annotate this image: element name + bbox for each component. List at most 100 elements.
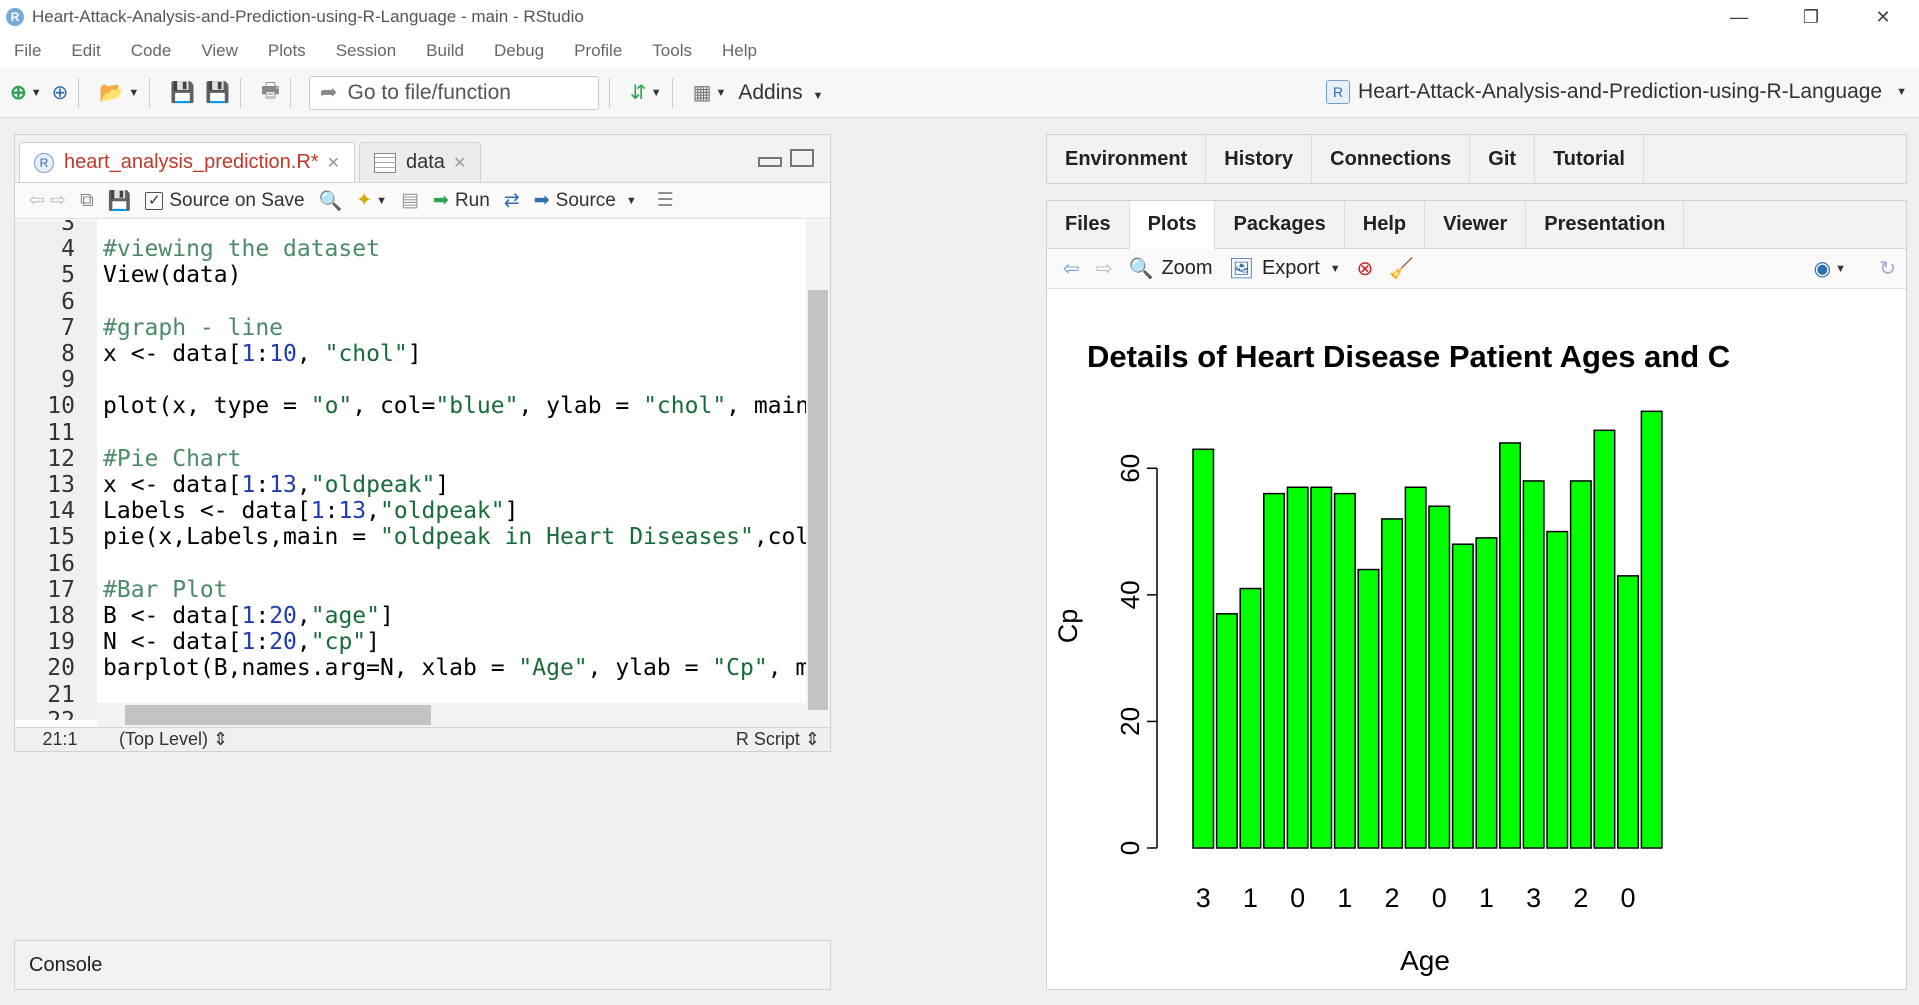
remove-plot-icon[interactable]: ⊗ xyxy=(1356,258,1374,280)
print-icon[interactable]: 🖶 xyxy=(261,79,280,102)
filetype-selector[interactable]: R Script ⇕ xyxy=(735,729,820,749)
menu-session[interactable]: Session xyxy=(335,41,397,60)
code-line[interactable]: #graph - line xyxy=(103,314,284,341)
back-icon[interactable]: ⇦ ⇨ xyxy=(29,190,67,211)
run-button[interactable]: ➡ Run xyxy=(433,189,490,212)
menu-file[interactable]: File xyxy=(14,41,42,60)
y-tick-label: 60 xyxy=(1115,454,1145,483)
code-line[interactable]: barplot(B,names.arg=N, xlab = "Age", yla… xyxy=(103,655,815,682)
line-number: 18 xyxy=(47,603,75,629)
next-plot-icon[interactable]: ⇨ xyxy=(1095,258,1113,280)
new-file-icon[interactable]: ⊕ ▼ xyxy=(10,82,42,104)
save-file-icon[interactable]: 💾 xyxy=(107,190,132,212)
code-line[interactable]: plot(x, type = "o", col="blue", ylab = "… xyxy=(103,393,810,420)
source-on-save-checkbox[interactable]: ✓ Source on Save xyxy=(145,190,305,212)
tab-history[interactable]: History xyxy=(1206,135,1313,183)
code-line[interactable]: Labels <- data[1:13,"oldpeak"] xyxy=(103,498,519,525)
bar xyxy=(1593,429,1616,849)
project-menu[interactable]: R Heart-Attack-Analysis-and-Prediction-u… xyxy=(1326,80,1907,104)
minimize-button[interactable]: — xyxy=(1730,7,1748,27)
line-number: 21 xyxy=(47,681,75,708)
export-button[interactable]: 🖼 Export ▼ xyxy=(1228,257,1341,280)
tab-presentation[interactable]: Presentation xyxy=(1526,200,1685,249)
code-line[interactable]: B <- data[1:20,"age"] xyxy=(103,603,394,629)
vertical-scrollbar[interactable] xyxy=(806,220,830,730)
addins-menu[interactable]: Addins ▼ xyxy=(738,80,824,104)
rerun-icon[interactable]: ⇄ xyxy=(503,190,520,211)
show-in-window-icon[interactable]: ⧉ xyxy=(80,189,94,211)
publish-icon[interactable]: ◉ ▼ xyxy=(1813,258,1846,280)
maximize-button[interactable]: ❐ xyxy=(1802,7,1820,27)
console-pane[interactable]: Console xyxy=(14,940,831,990)
code-line[interactable]: #Bar Plot xyxy=(103,576,228,603)
y-axis-label: Cp xyxy=(1053,609,1083,644)
code-line[interactable]: x <- data[1:10, "chol"] xyxy=(103,341,422,367)
tab-tutorial[interactable]: Tutorial xyxy=(1535,135,1644,183)
bar xyxy=(1428,505,1451,849)
menu-profile[interactable]: Profile xyxy=(574,41,623,60)
tab-packages[interactable]: Packages xyxy=(1215,200,1345,249)
menu-help[interactable]: Help xyxy=(721,41,757,60)
x-axis-label: Age xyxy=(1400,945,1450,976)
version-control-icon[interactable]: ⇵ ▼ xyxy=(629,82,662,104)
tab-label: data xyxy=(406,151,445,173)
horizontal-scrollbar[interactable] xyxy=(97,703,807,727)
scope-selector[interactable]: (Top Level) ⇕ xyxy=(119,729,229,749)
tab-plots[interactable]: Plots xyxy=(1129,200,1216,249)
open-file-icon[interactable]: 📂 ▼ xyxy=(99,82,140,104)
tab-help[interactable]: Help xyxy=(1345,200,1426,249)
menu-plots[interactable]: Plots xyxy=(267,41,306,60)
code-line[interactable]: View(data) xyxy=(103,262,242,289)
scrollbar-thumb[interactable] xyxy=(125,705,431,725)
zoom-button[interactable]: 🔍 Zoom xyxy=(1128,257,1213,280)
menu-code[interactable]: Code xyxy=(130,41,172,60)
code-line[interactable]: pie(x,Labels,main = "oldpeak in Heart Di… xyxy=(103,524,815,551)
refresh-icon[interactable]: ↻ xyxy=(1879,258,1896,280)
menu-view[interactable]: View xyxy=(201,41,238,60)
code-line[interactable]: N <- data[1:20,"cp"] xyxy=(103,629,381,656)
clear-plots-icon[interactable]: 🧹 xyxy=(1389,258,1415,280)
menu-tools[interactable]: Tools xyxy=(652,41,692,60)
save-all-icon[interactable]: 💾 xyxy=(205,82,231,104)
tab-git[interactable]: Git xyxy=(1470,135,1536,183)
compile-report-icon[interactable]: ▤ xyxy=(401,190,420,211)
workspace-panes-icon[interactable]: ▦ ▼ xyxy=(692,82,727,104)
y-tick-label: 40 xyxy=(1115,580,1145,609)
close-tab-icon[interactable]: ✕ xyxy=(452,154,467,172)
line-number: 19 xyxy=(47,629,75,656)
code-editor[interactable]: 3 4 #viewing the dataset 5 View(data) 6 7 #grap… xyxy=(15,220,815,720)
previous-plot-icon[interactable]: ⇦ xyxy=(1063,258,1080,280)
menu-edit[interactable]: Edit xyxy=(71,41,101,60)
bar xyxy=(1451,543,1474,849)
source-editor-pane: R heart_analysis_prediction.R* ✕ data ✕ … xyxy=(14,134,831,752)
source-button[interactable]: ➡ Source ▼ xyxy=(533,189,637,212)
x-tick-label: 2 xyxy=(1385,883,1400,913)
code-tools-icon[interactable]: ✦ ▼ xyxy=(356,190,388,211)
menu-build[interactable]: Build xyxy=(426,41,464,60)
tab-viewer[interactable]: Viewer xyxy=(1425,200,1527,249)
tab-files[interactable]: Files xyxy=(1047,200,1130,249)
tab-connections[interactable]: Connections xyxy=(1312,135,1471,183)
minimize-pane-icon[interactable] xyxy=(758,157,782,167)
tab-heart-analysis-script[interactable]: R heart_analysis_prediction.R* ✕ xyxy=(19,142,355,182)
outline-icon[interactable]: ☰ xyxy=(656,190,674,211)
close-button[interactable]: ✕ xyxy=(1875,7,1891,27)
new-project-icon[interactable]: ⊕ xyxy=(51,82,69,104)
line-number: 9 xyxy=(61,367,75,394)
code-line[interactable]: #viewing the dataset xyxy=(103,236,380,263)
project-icon: R xyxy=(1326,80,1351,104)
code-line[interactable]: #Pie Chart xyxy=(103,445,242,472)
scrollbar-thumb[interactable] xyxy=(808,290,828,710)
maximize-pane-icon[interactable] xyxy=(790,149,814,167)
menu-debug[interactable]: Debug xyxy=(493,41,545,60)
tab-environment[interactable]: Environment xyxy=(1047,135,1207,183)
line-number: 3 xyxy=(61,220,75,236)
line-number: 12 xyxy=(47,445,75,472)
goto-file-input[interactable]: ➦ Go to file/function xyxy=(308,75,599,110)
line-number-gutter xyxy=(15,220,97,720)
save-icon[interactable]: 💾 xyxy=(170,82,196,104)
search-icon[interactable]: 🔍 xyxy=(318,190,343,212)
close-tab-icon[interactable]: ✕ xyxy=(326,154,340,172)
code-line[interactable]: x <- data[1:13,"oldpeak"] xyxy=(103,472,450,498)
tab-data[interactable]: data ✕ xyxy=(359,142,482,182)
